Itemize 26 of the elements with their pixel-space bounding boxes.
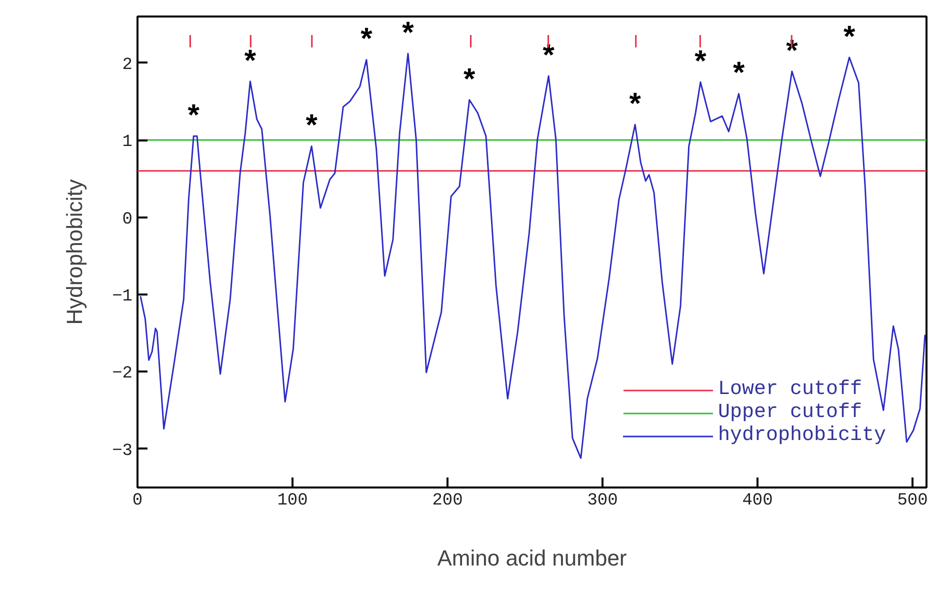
annotation: *	[694, 45, 707, 78]
annotation: *	[629, 88, 642, 121]
x-tick-label: 100	[277, 492, 308, 510]
annotation: *	[402, 16, 414, 50]
y-tick-label: −1	[112, 287, 133, 306]
annotation: *	[188, 99, 200, 132]
x-tick-label: 500	[897, 492, 928, 510]
y-tick-label: −2	[112, 364, 133, 384]
legend-label: Upper cutoff	[718, 401, 862, 424]
x-tick-label: 300	[587, 492, 618, 510]
annotation: *	[360, 22, 373, 56]
x-axis-title: Amino acid number	[437, 546, 627, 570]
annotation: *	[843, 20, 856, 54]
y-axis-title: Hydrophobicity	[62, 179, 88, 325]
x-tick-label: 200	[432, 492, 463, 510]
legend-label: Lower cutoff	[718, 378, 862, 401]
y-tick-label: 2	[122, 56, 132, 75]
annotation: *	[306, 109, 318, 142]
y-tick-label: 0	[122, 210, 132, 230]
annotation: *	[244, 44, 256, 78]
annotation: *	[464, 62, 476, 96]
y-tick-label: 1	[122, 133, 132, 152]
annotation: *	[732, 56, 745, 90]
legend-label: hydrophobicity	[718, 424, 886, 447]
y-tick-label: −3	[112, 442, 133, 461]
x-tick-label: 400	[742, 492, 773, 510]
